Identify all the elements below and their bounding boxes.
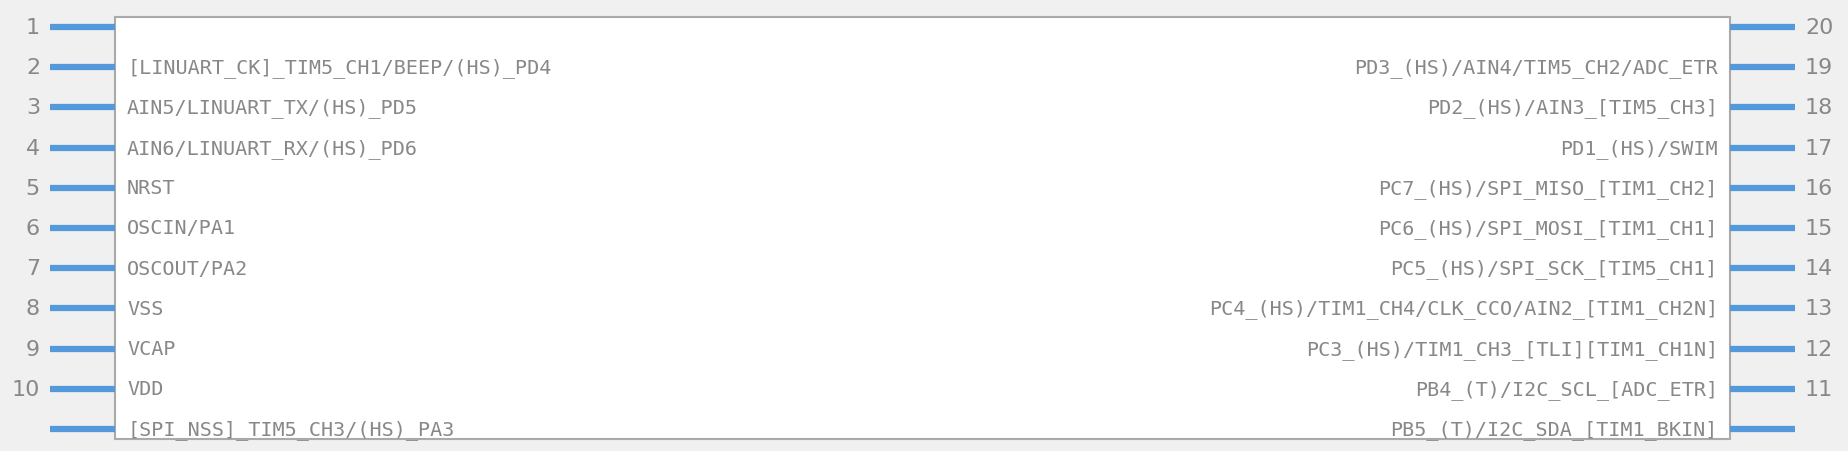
Text: 10: 10 <box>11 379 41 399</box>
Text: 17: 17 <box>1805 138 1833 158</box>
Text: 3: 3 <box>26 98 41 118</box>
Bar <box>115 18 1730 439</box>
Text: PC3_(HS)/TIM1_CH3_[TLI][TIM1_CH1N]: PC3_(HS)/TIM1_CH3_[TLI][TIM1_CH1N] <box>1307 339 1719 359</box>
Text: 15: 15 <box>1805 219 1833 239</box>
Text: PC7_(HS)/SPI_MISO_[TIM1_CH2]: PC7_(HS)/SPI_MISO_[TIM1_CH2] <box>1379 179 1719 198</box>
Text: VDD: VDD <box>128 379 163 398</box>
Text: PB5_(T)/I2C_SDA_[TIM1_BKIN]: PB5_(T)/I2C_SDA_[TIM1_BKIN] <box>1392 419 1719 439</box>
Text: 11: 11 <box>1805 379 1833 399</box>
Text: PC4_(HS)/TIM1_CH4/CLK_CCO/AIN2_[TIM1_CH2N]: PC4_(HS)/TIM1_CH4/CLK_CCO/AIN2_[TIM1_CH2… <box>1209 299 1719 319</box>
Text: PC5_(HS)/SPI_SCK_[TIM5_CH1]: PC5_(HS)/SPI_SCK_[TIM5_CH1] <box>1392 259 1719 279</box>
Text: 16: 16 <box>1805 179 1833 198</box>
Text: 9: 9 <box>26 339 41 359</box>
Text: 5: 5 <box>26 179 41 198</box>
Text: PD3_(HS)/AIN4/TIM5_CH2/ADC_ETR: PD3_(HS)/AIN4/TIM5_CH2/ADC_ETR <box>1355 58 1719 78</box>
Text: NRST: NRST <box>128 179 176 198</box>
Text: OSCIN/PA1: OSCIN/PA1 <box>128 219 237 238</box>
Text: 4: 4 <box>26 138 41 158</box>
Text: VSS: VSS <box>128 299 163 318</box>
Text: AIN6/LINUART_RX/(HS)_PD6: AIN6/LINUART_RX/(HS)_PD6 <box>128 138 418 158</box>
Text: 1: 1 <box>26 18 41 38</box>
Text: OSCOUT/PA2: OSCOUT/PA2 <box>128 259 248 278</box>
Text: 6: 6 <box>26 219 41 239</box>
Text: 2: 2 <box>26 58 41 78</box>
Text: PC6_(HS)/SPI_MOSI_[TIM1_CH1]: PC6_(HS)/SPI_MOSI_[TIM1_CH1] <box>1379 219 1719 239</box>
Text: PD2_(HS)/AIN3_[TIM5_CH3]: PD2_(HS)/AIN3_[TIM5_CH3] <box>1427 98 1719 118</box>
Text: [LINUART_CK]_TIM5_CH1/BEEP/(HS)_PD4: [LINUART_CK]_TIM5_CH1/BEEP/(HS)_PD4 <box>128 58 551 78</box>
Text: VCAP: VCAP <box>128 339 176 358</box>
Text: 20: 20 <box>1805 18 1833 38</box>
Text: 14: 14 <box>1805 258 1833 279</box>
Text: 19: 19 <box>1805 58 1833 78</box>
Text: PD1_(HS)/SWIM: PD1_(HS)/SWIM <box>1560 138 1719 158</box>
Text: 18: 18 <box>1805 98 1833 118</box>
Text: AIN5/LINUART_TX/(HS)_PD5: AIN5/LINUART_TX/(HS)_PD5 <box>128 98 418 118</box>
Text: 13: 13 <box>1805 299 1833 319</box>
Text: 8: 8 <box>26 299 41 319</box>
Text: [SPI_NSS]_TIM5_CH3/(HS)_PA3: [SPI_NSS]_TIM5_CH3/(HS)_PA3 <box>128 419 455 439</box>
Text: 12: 12 <box>1805 339 1833 359</box>
Text: 7: 7 <box>26 258 41 279</box>
Text: PB4_(T)/I2C_SCL_[ADC_ETR]: PB4_(T)/I2C_SCL_[ADC_ETR] <box>1416 379 1719 399</box>
